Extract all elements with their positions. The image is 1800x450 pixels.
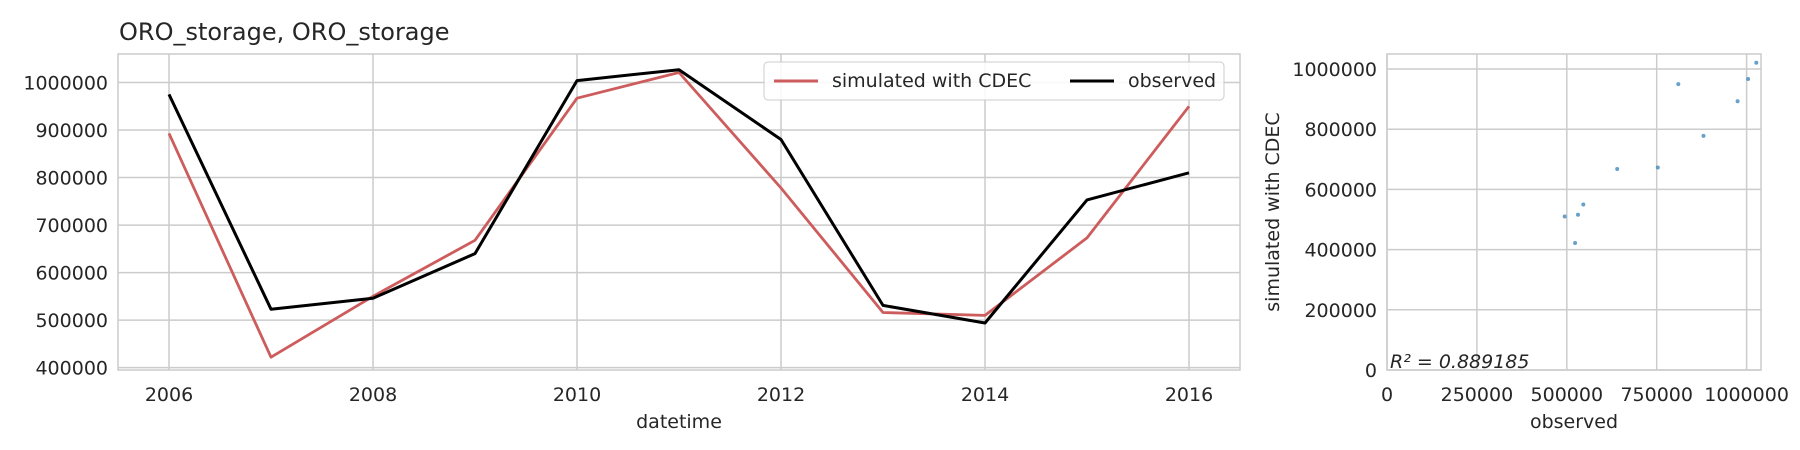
legend-label-observed: observed <box>1128 70 1216 92</box>
x-tick-label: 2008 <box>349 384 397 406</box>
chart-title: ORO_storage, ORO_storage <box>119 18 450 46</box>
y-tick-labels: 0 200000 400000 600000 800000 1000000 <box>1292 59 1377 382</box>
plot-frame <box>1386 53 1762 371</box>
y-tick-labels: 400000 500000 600000 700000 800000 900000 1000… <box>23 73 108 380</box>
x-tick-label: 500000 <box>1531 384 1604 406</box>
x-tick-label: 250000 <box>1441 384 1514 406</box>
y-tick-label: 900000 <box>35 120 108 142</box>
y-tick-label: 0 <box>1365 360 1377 382</box>
r-squared-annotation: R² = 0.889185 <box>1390 351 1529 373</box>
y-tick-label: 200000 <box>1304 300 1377 322</box>
series-line-simulated <box>167 71 1191 359</box>
x-tick-label: 2012 <box>757 384 805 406</box>
y-tick-label: 800000 <box>1304 119 1377 141</box>
scatter-point <box>1615 167 1620 171</box>
scatter-point <box>1746 77 1751 81</box>
x-tick-labels: 0 250000 500000 750000 1000000 <box>1381 384 1789 406</box>
y-tick-label: 700000 <box>35 215 108 237</box>
scatter-point <box>1701 133 1706 138</box>
legend-box <box>763 61 1225 101</box>
scatter-point <box>1754 60 1759 65</box>
scatter-chart: 0 250000 500000 750000 1000000 0 200000 400000… <box>1262 53 1789 433</box>
x-axis-label: datetime <box>636 411 722 433</box>
y-tick-label: 800000 <box>35 168 108 190</box>
x-axis-label: observed <box>1530 411 1618 433</box>
plot-frame <box>117 53 1241 371</box>
x-tick-labels: 2006 2008 2010 2012 2014 2016 <box>145 384 1213 406</box>
series-line-observed <box>167 68 1190 325</box>
x-tick-label: 0 <box>1381 384 1393 406</box>
scatter-point <box>1655 165 1660 170</box>
y-tick-label: 600000 <box>35 263 108 285</box>
x-tick-label: 2010 <box>553 384 601 406</box>
x-tick-label: 2014 <box>961 384 1009 406</box>
legend-label-simulated: simulated with CDEC <box>832 70 1031 92</box>
scatter-point <box>1573 241 1578 245</box>
scatter-point <box>1576 212 1580 217</box>
plot-area <box>118 54 1240 370</box>
y-tick-label: 400000 <box>1304 240 1377 262</box>
scatter-point <box>1735 99 1740 104</box>
scatter-point <box>1562 214 1567 219</box>
legend: simulated with CDEC observed <box>763 61 1225 101</box>
scatter-point <box>1581 202 1586 207</box>
line-chart: ORO_storage, ORO_storage 2006 2008 2010 201… <box>23 18 1241 433</box>
y-tick-label: 600000 <box>1304 179 1377 201</box>
scatter-point <box>1676 82 1681 87</box>
y-axis-label: simulated with CDEC <box>1262 112 1284 311</box>
scatter-points <box>1562 60 1759 245</box>
y-tick-label: 400000 <box>35 358 108 380</box>
y-tick-label: 1000000 <box>23 73 108 95</box>
x-tick-label: 2016 <box>1165 384 1213 406</box>
series-lines <box>167 68 1191 359</box>
x-tick-label: 750000 <box>1620 384 1693 406</box>
x-tick-label: 1000000 <box>1704 384 1789 406</box>
x-tick-label: 2006 <box>145 384 193 406</box>
y-tick-label: 1000000 <box>1292 59 1377 81</box>
y-tick-label: 500000 <box>35 310 108 332</box>
plot-area <box>1387 54 1761 370</box>
